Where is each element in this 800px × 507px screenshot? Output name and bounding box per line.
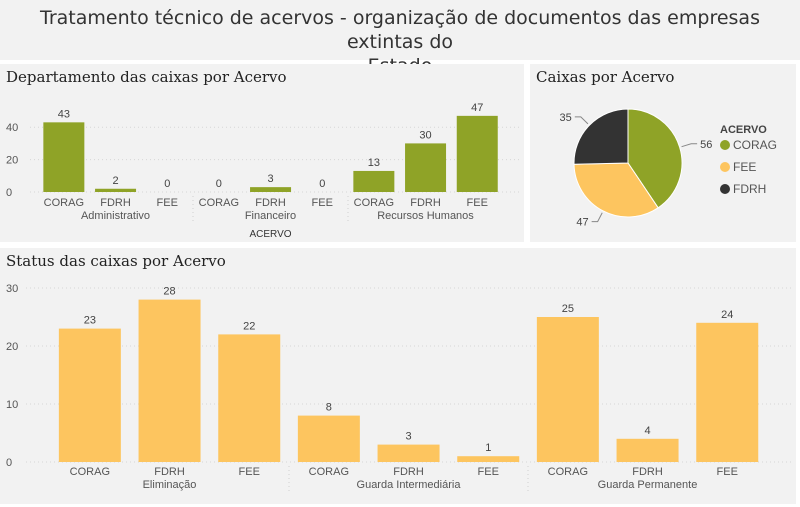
dept-data-label: 30 — [419, 129, 431, 141]
status-chart-title: Status das caixas por Acervo — [6, 252, 226, 270]
status-data-label: 1 — [485, 442, 491, 454]
status-chart: 0 10 20 30 23 CORAG 28 FDRH 22 FEE Eliminação 8 CORA… — [6, 283, 792, 492]
status-y-tick-label: 0 — [6, 457, 12, 469]
status-bar — [696, 322, 759, 462]
status-data-label: 23 — [84, 315, 96, 327]
status-y-tick-label: 10 — [6, 399, 18, 411]
pie-legend-marker-fee — [720, 162, 730, 172]
status-bar — [58, 328, 121, 462]
status-bar — [616, 438, 679, 462]
dept-y-tick-label: 0 — [6, 187, 12, 199]
dept-data-label: 47 — [471, 102, 483, 114]
status-data-label: 3 — [405, 431, 411, 443]
pie-legend-marker-corag — [720, 140, 730, 150]
pie-panel: Caixas por Acervo 56 47 35 ACERVO CORAG FEE FD… — [530, 64, 796, 242]
pie-legend-label-fdrh: FDRH — [733, 182, 766, 196]
status-bar — [457, 456, 520, 462]
pie-slice-fdrh — [573, 108, 629, 165]
status-group-label: Guarda Intermediária — [357, 479, 462, 491]
status-x-tick-label: FEE — [239, 466, 260, 478]
status-panel: Status das caixas por Acervo 0 10 20 30 23 CO… — [0, 248, 796, 504]
pie-data-label: 35 — [560, 112, 572, 124]
status-x-tick-label: CORAG — [70, 466, 110, 478]
status-x-tick-label: FEE — [478, 466, 499, 478]
pie-leader-line — [591, 212, 603, 223]
dept-x-tick-label: FEE — [157, 197, 178, 209]
dept-bar — [250, 187, 292, 192]
status-group-label: Eliminação — [143, 479, 197, 491]
status-x-tick-label: FEE — [717, 466, 738, 478]
status-bar — [377, 444, 440, 462]
dept-data-label: 43 — [58, 108, 70, 120]
dept-x-tick-label: FEE — [312, 197, 333, 209]
dept-group-label: Financeiro — [245, 210, 296, 222]
dept-bar — [405, 143, 447, 192]
dept-panel: Departamento das caixas por Acervo 0 20 40… — [0, 64, 524, 242]
dept-x-tick-label: CORAG — [354, 197, 394, 209]
dept-bar — [95, 188, 137, 192]
dept-x-tick-label: FDRH — [100, 197, 131, 209]
dept-data-label: 2 — [112, 175, 118, 187]
status-y-tick-label: 20 — [6, 341, 18, 353]
dept-bar — [456, 115, 498, 192]
pie-legend-label-fee: FEE — [733, 160, 756, 174]
status-y-tick-label: 30 — [6, 283, 18, 295]
pie-legend-title: ACERVO — [720, 124, 767, 136]
status-x-tick-label: FDRH — [154, 466, 185, 478]
status-data-label: 4 — [644, 425, 650, 437]
pie-leader-line — [574, 116, 589, 125]
title-box: Tratamento técnico de acervos - organiza… — [0, 0, 800, 77]
status-x-tick-label: FDRH — [632, 466, 663, 478]
dept-x-tick-label: CORAG — [199, 197, 239, 209]
dept-bar — [353, 170, 395, 192]
status-data-label: 22 — [243, 320, 255, 332]
pie-slice-corag — [627, 108, 683, 209]
dept-data-label: 0 — [164, 178, 170, 190]
dept-x-tick-label: CORAG — [44, 197, 84, 209]
pie-legend-label-corag: CORAG — [733, 138, 777, 152]
dept-data-label: 13 — [368, 157, 380, 169]
status-data-label: 24 — [721, 309, 733, 321]
dept-bar — [43, 122, 85, 192]
status-data-label: 28 — [163, 286, 175, 298]
dept-data-label: 0 — [319, 178, 325, 190]
dept-x-tick-label: FEE — [467, 197, 488, 209]
pie-slice-fee — [573, 162, 659, 218]
page-title-line-1: Tratamento técnico de acervos - organiza… — [40, 7, 760, 53]
dept-group-label: Administrativo — [81, 210, 150, 222]
dept-data-label: 0 — [216, 178, 222, 190]
pie-leader-line — [681, 143, 698, 148]
status-x-tick-label: CORAG — [548, 466, 588, 478]
status-bar — [297, 415, 360, 462]
status-x-tick-label: CORAG — [309, 466, 349, 478]
dept-y-tick-label: 20 — [6, 155, 18, 167]
dept-data-label: 3 — [267, 173, 273, 185]
dept-chart-title: Departamento das caixas por Acervo — [6, 68, 287, 86]
status-bar — [138, 299, 201, 462]
dept-x-axis-title: ACERVO — [249, 229, 291, 240]
dept-y-tick-label: 40 — [6, 122, 18, 134]
dept-chart: 0 20 40 43 CORAG 2 FDRH 0 FEE Administrativo 0 CORA… — [6, 102, 520, 240]
status-group-label: Guarda Permanente — [598, 479, 698, 491]
status-x-tick-label: FDRH — [393, 466, 424, 478]
status-bar — [218, 334, 281, 462]
pie-data-label: 47 — [576, 217, 588, 229]
status-data-label: 8 — [326, 402, 332, 414]
pie-chart-title: Caixas por Acervo — [536, 68, 675, 86]
pie-legend-marker-fdrh — [720, 184, 730, 194]
pie-chart: 56 47 35 ACERVO CORAG FEE FDRH — [560, 108, 777, 229]
dept-group-label: Recursos Humanos — [377, 210, 474, 222]
status-bar — [536, 317, 599, 462]
dept-x-tick-label: FDRH — [255, 197, 286, 209]
status-data-label: 25 — [562, 303, 574, 315]
pie-data-label: 56 — [700, 139, 712, 151]
dept-x-tick-label: FDRH — [410, 197, 441, 209]
